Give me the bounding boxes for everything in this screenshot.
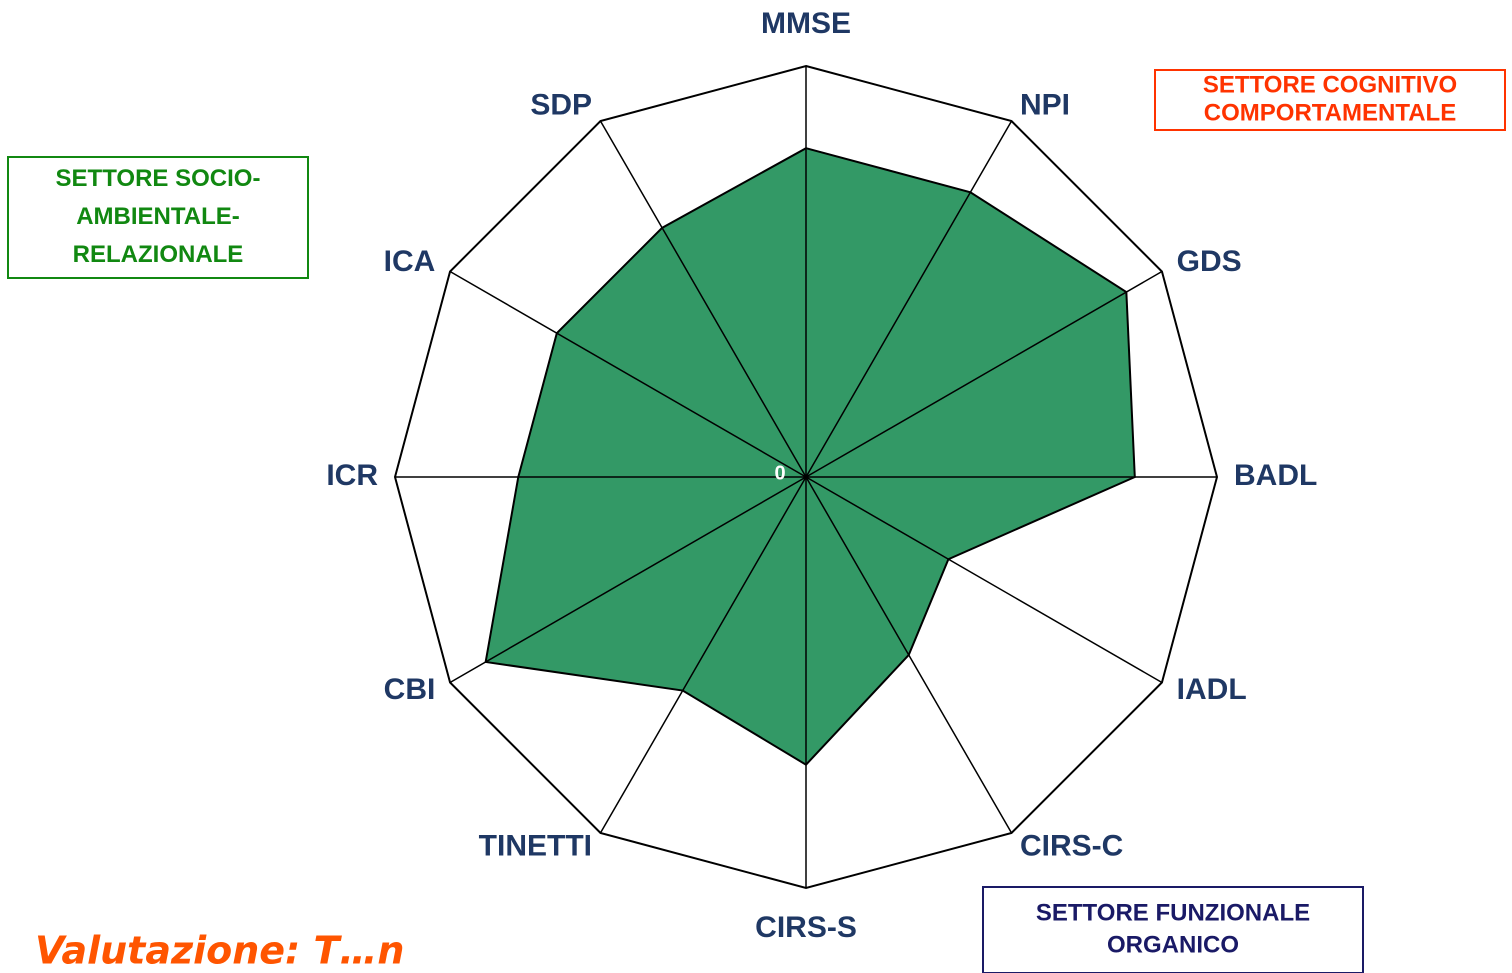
- spoke: [599, 476, 807, 834]
- annotation-box: [7, 156, 309, 279]
- axis-label: TINETTI: [479, 830, 592, 863]
- annotation-text: SETTORE FUNZIONALE: [1036, 899, 1310, 926]
- axis-label: GDS: [1177, 245, 1242, 278]
- spoke: [449, 476, 807, 684]
- spoke: [599, 120, 807, 478]
- spoke: [805, 120, 1013, 478]
- annotation-text: ORGANICO: [1107, 931, 1239, 958]
- axis-label: MMSE: [761, 7, 851, 40]
- annotation-text: RELAZIONALE: [73, 241, 244, 268]
- annotation-text: SETTORE SOCIO-: [56, 165, 261, 192]
- axis-label: SDP: [530, 88, 592, 121]
- chart-title: Valutazione: T…n: [35, 929, 404, 973]
- axis-label: ICA: [384, 245, 436, 278]
- axis-label: CBI: [384, 673, 436, 706]
- spoke: [805, 476, 1013, 834]
- annotation-text: SETTORE COGNITIVO: [1203, 71, 1457, 98]
- spoke: [449, 270, 807, 478]
- axis-label: ICR: [326, 459, 378, 492]
- spoke: [805, 476, 1163, 684]
- axis-label: NPI: [1020, 88, 1070, 121]
- annotation-box: [982, 886, 1364, 973]
- annotation-box: [1154, 69, 1506, 131]
- axis-label: CIRS-C: [1020, 830, 1123, 863]
- annotation-text: COMPORTAMENTALE: [1204, 99, 1456, 126]
- axis-label: BADL: [1234, 459, 1317, 492]
- spoke: [805, 270, 1163, 478]
- tick-label: 0: [774, 462, 785, 484]
- axis-label: IADL: [1177, 673, 1247, 706]
- axis-label: CIRS-S: [755, 911, 857, 944]
- annotation-text: AMBIENTALE-: [76, 203, 240, 230]
